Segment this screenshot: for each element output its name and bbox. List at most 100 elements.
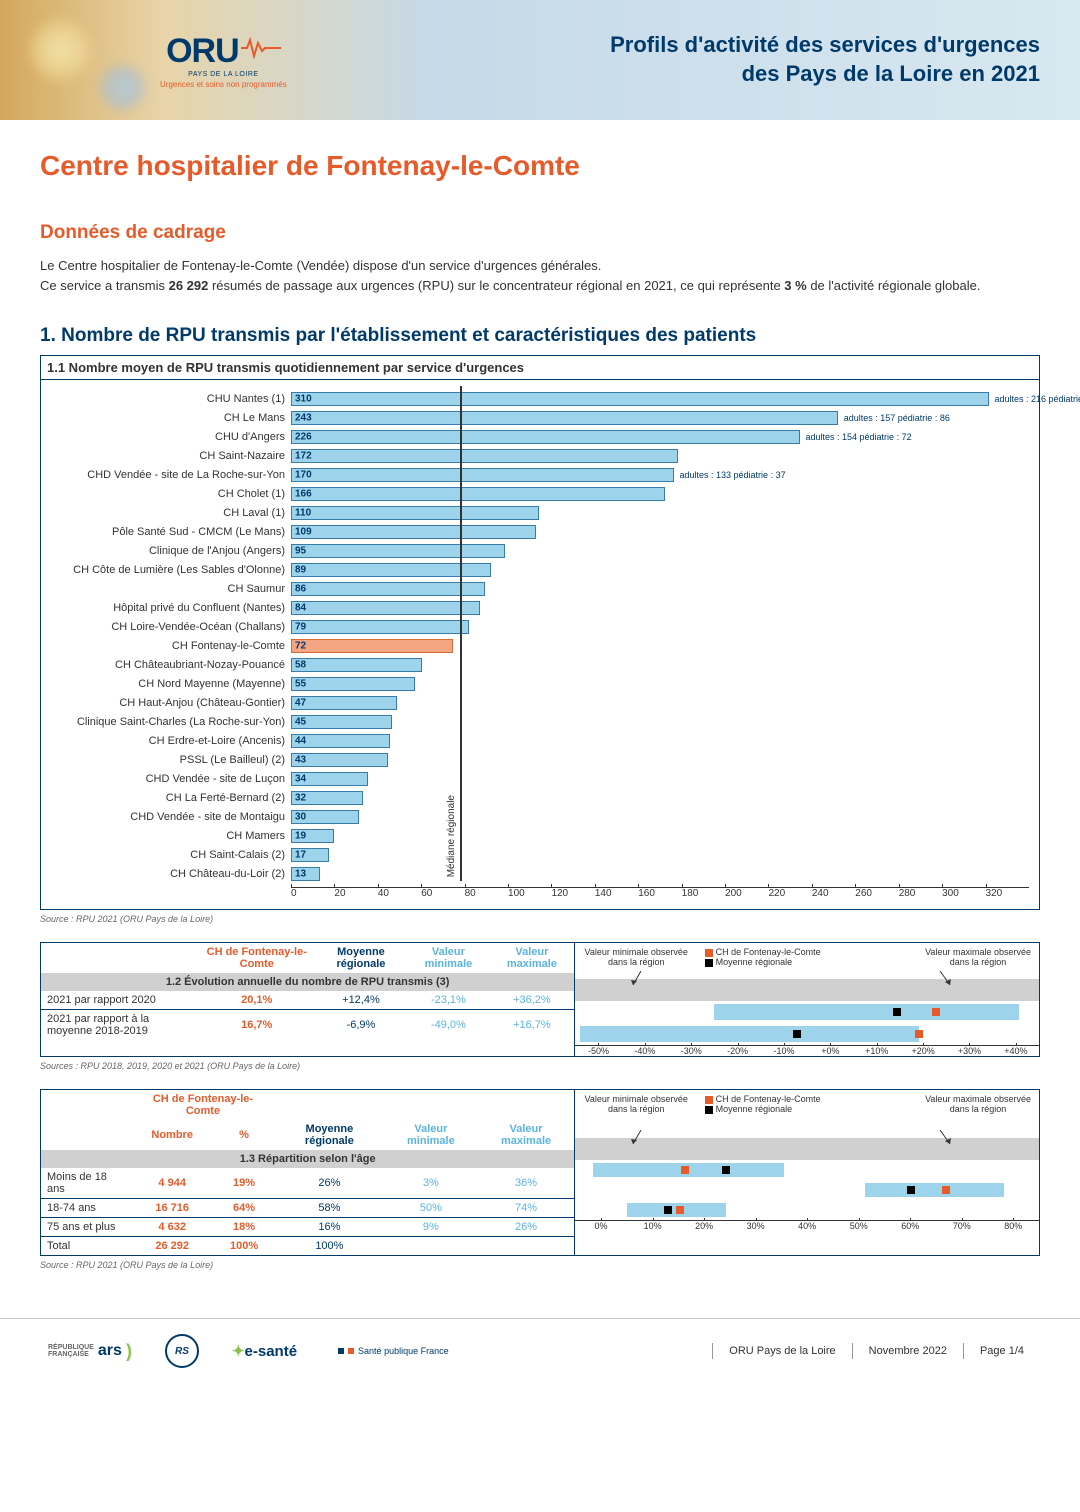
bar-value: 243 <box>295 413 312 424</box>
range-tick: 60% <box>884 1221 936 1231</box>
val-min: -23,1% <box>407 991 489 1010</box>
row-label: 2021 par rapport 2020 <box>41 991 199 1010</box>
framing-heading: Données de cadrage <box>40 222 1040 244</box>
bar-row: CHD Vendée - site de Luçon 34 <box>41 770 1029 788</box>
bar-row: CH Le Mans 243 adultes : 157 pédiatrie :… <box>41 409 1029 427</box>
mark-regional-avg <box>907 1186 915 1194</box>
range-bar <box>580 1026 919 1042</box>
bar-value: 79 <box>295 622 306 633</box>
row-label: Total <box>41 1237 131 1256</box>
bar-track: 47 <box>291 695 1029 711</box>
bar-track: 72 <box>291 638 1029 654</box>
table-13-rangechart: Valeur minimale observée dans la région … <box>574 1090 1039 1255</box>
col-establishment: CH de Fontenay-le-Comte <box>199 943 315 973</box>
bar-row: CHD Vendée - site de Montaigu 30 <box>41 808 1029 826</box>
val-min: 3% <box>384 1168 478 1199</box>
range-tick: 70% <box>936 1221 988 1231</box>
val-min: -49,0% <box>407 1010 489 1041</box>
bar-row: PSSL (Le Bailleul) (2) 43 <box>41 751 1029 769</box>
bar-label: CH Fontenay-le-Comte <box>41 640 291 652</box>
bar-value: 110 <box>295 508 311 519</box>
bar-row: CH Haut-Anjou (Château-Gontier) 47 <box>41 694 1029 712</box>
bar-row: CH Loire-Vendée-Océan (Challans) 79 <box>41 618 1029 636</box>
bar-track: 43 <box>291 752 1029 768</box>
bar-label: Hôpital privé du Confluent (Nantes) <box>41 602 291 614</box>
col-pct: % <box>213 1120 275 1150</box>
bar-label: CHU Nantes (1) <box>41 393 291 405</box>
col-min-13: Valeur minimale <box>384 1120 478 1150</box>
val-regavg: +12,4% <box>315 991 408 1010</box>
bar-label: CH Châteaubriant-Nozay-Pouancé <box>41 659 291 671</box>
bar-label: CH Saint-Nazaire <box>41 450 291 462</box>
table-13-source: Source : RPU 2021 (ORU Pays de la Loire) <box>40 1260 1040 1270</box>
val-n: 16 716 <box>131 1199 213 1218</box>
bar-label: Clinique Saint-Charles (La Roche-sur-Yon… <box>41 716 291 728</box>
bar-fill <box>291 696 397 710</box>
bar-value: 45 <box>295 717 306 728</box>
range-tick: 30% <box>730 1221 782 1231</box>
bar-track: 19 <box>291 828 1029 844</box>
mark-regional-avg <box>664 1206 672 1214</box>
bar-row: CHD Vendée - site de La Roche-sur-Yon 17… <box>41 466 1029 484</box>
bar-value: 109 <box>295 527 312 538</box>
bar-track: 95 <box>291 543 1029 559</box>
bar-value: 86 <box>295 584 306 595</box>
bar-row: Clinique Saint-Charles (La Roche-sur-Yon… <box>41 713 1029 731</box>
bar-label: CH Laval (1) <box>41 507 291 519</box>
bar-label: CH Erdre-et-Loire (Ancenis) <box>41 735 291 747</box>
range-tick: 20% <box>678 1221 730 1231</box>
range-tick: +10% <box>854 1046 900 1056</box>
val-regavg: 26% <box>275 1168 384 1199</box>
bar-track: 44 <box>291 733 1029 749</box>
bar-track: 243 adultes : 157 pédiatrie : 86 <box>291 410 1029 426</box>
page-title: Centre hospitalier de Fontenay-le-Comte <box>40 150 1040 182</box>
val-pct: 19% <box>213 1168 275 1199</box>
page-footer: RÉPUBLIQUEFRANÇAISE ars ) RS ✦e-santé Sa… <box>0 1318 1080 1383</box>
range-tick: 80% <box>988 1221 1040 1231</box>
bar-value: 166 <box>295 489 312 500</box>
range-row <box>575 1180 1039 1200</box>
table-row: Moins de 18 ans 4 944 19% 26% 3% 36% <box>41 1168 574 1199</box>
mark-establishment <box>676 1206 684 1214</box>
framing-line1: Le Centre hospitalier de Fontenay-le-Com… <box>40 256 1040 276</box>
col-max-13: Valeur maximale <box>478 1120 574 1150</box>
val-pct: 18% <box>213 1218 275 1237</box>
bar-track: 166 <box>291 486 1029 502</box>
bar-track: 32 <box>291 790 1029 806</box>
bar-row: Hôpital privé du Confluent (Nantes) 84 <box>41 599 1029 617</box>
range-tick: -30% <box>668 1046 714 1056</box>
val-max: +16,7% <box>490 1010 575 1041</box>
bar-value: 226 <box>295 432 312 443</box>
x-tick: 280 <box>899 888 942 899</box>
logo-ars: RÉPUBLIQUEFRANÇAISE ars ) <box>40 1337 140 1366</box>
x-tick: 60 <box>421 888 464 899</box>
arrow-icon <box>936 971 956 991</box>
bar-value: 44 <box>295 736 306 747</box>
row-label: 75 ans et plus <box>41 1218 131 1237</box>
bar-track: 13 <box>291 866 1029 882</box>
bar-value: 95 <box>295 546 306 557</box>
bar-track: 110 <box>291 505 1029 521</box>
framing-text: Le Centre hospitalier de Fontenay-le-Com… <box>40 256 1040 295</box>
val-n: 4 632 <box>131 1218 213 1237</box>
range-tick: +40% <box>993 1046 1039 1056</box>
table-13-subhead: 1.3 Répartition selon l'âge <box>41 1150 574 1168</box>
bar-fill <box>291 601 480 615</box>
bar-label: CHD Vendée - site de Montaigu <box>41 811 291 823</box>
chart-11-box: 1.1 Nombre moyen de RPU transmis quotidi… <box>40 355 1040 910</box>
bar-value: 72 <box>295 641 306 652</box>
bar-fill <box>291 544 505 558</box>
bar-track: 58 <box>291 657 1029 673</box>
x-tick: 120 <box>551 888 594 899</box>
chart-11-title: 1.1 Nombre moyen de RPU transmis quotidi… <box>41 356 1039 380</box>
mark-establishment <box>681 1166 689 1174</box>
bar-row: CH La Ferté-Bernard (2) 32 <box>41 789 1029 807</box>
bar-track: 55 <box>291 676 1029 692</box>
bar-track: 109 <box>291 524 1029 540</box>
row-label: 18-74 ans <box>41 1199 131 1218</box>
x-tick: 260 <box>855 888 898 899</box>
range-bar <box>865 1183 1004 1197</box>
bar-label: Pôle Santé Sud - CMCM (Le Mans) <box>41 526 291 538</box>
bar-label: CH Mamers <box>41 830 291 842</box>
median-line <box>460 386 462 881</box>
